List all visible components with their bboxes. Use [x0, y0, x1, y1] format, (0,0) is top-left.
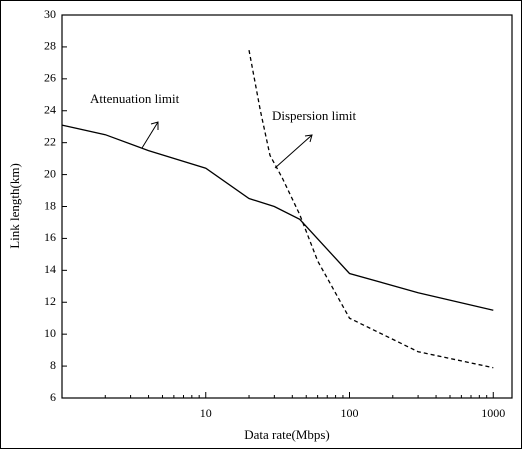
- y-tick-label: 30: [44, 7, 56, 21]
- y-tick-label: 22: [44, 134, 56, 148]
- arrow-head: [150, 121, 159, 130]
- annotation: Attenuation limit: [90, 91, 180, 106]
- y-axis-label: Link length(km): [7, 163, 22, 249]
- y-tick-label: 26: [44, 71, 56, 85]
- arrow: [274, 134, 313, 169]
- y-tick-label: 10: [44, 326, 56, 340]
- y-tick-label: 28: [44, 39, 56, 53]
- y-tick-label: 8: [50, 358, 56, 372]
- series-line: [248, 49, 494, 369]
- y-tick-label: 12: [44, 294, 56, 308]
- arrow-head: [304, 134, 313, 143]
- y-tick-label: 16: [44, 230, 56, 244]
- y-tick-label: 24: [44, 103, 56, 117]
- y-tick-label: 20: [44, 166, 56, 180]
- y-tick-label: 6: [50, 390, 56, 404]
- x-tick-label: 1000: [481, 406, 505, 420]
- y-tick-label: 14: [44, 262, 56, 276]
- x-tick-label: 100: [341, 406, 359, 420]
- arrows: [141, 121, 313, 169]
- x-tick-label: 10: [200, 406, 212, 420]
- y-tick-label: 18: [44, 198, 56, 212]
- arrow: [141, 121, 159, 149]
- x-axis-label: Data rate(Mbps): [244, 427, 330, 442]
- annotation: Dispersion limit: [272, 108, 357, 123]
- series-line: [61, 124, 494, 311]
